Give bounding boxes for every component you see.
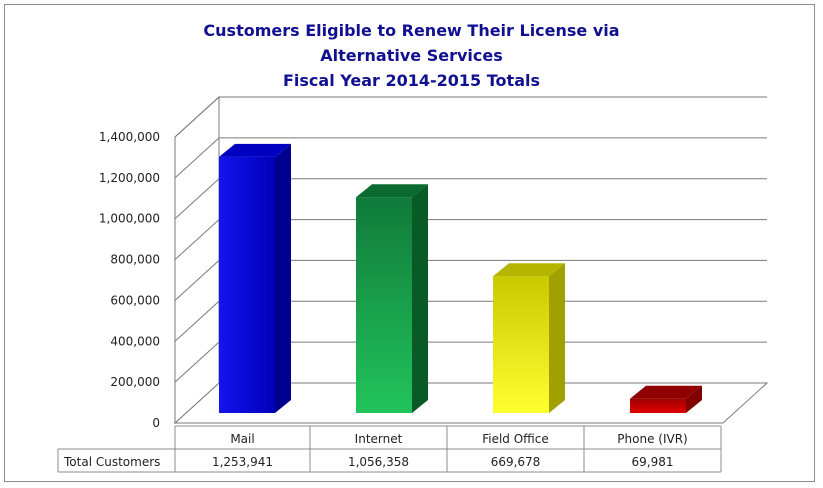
bar-top [630, 385, 702, 399]
bar-top [356, 184, 428, 198]
bar-internet [356, 184, 428, 413]
bar-side [549, 263, 565, 413]
bar-side [412, 184, 428, 413]
bar-phone-ivr [630, 385, 702, 413]
bar-top [219, 143, 291, 157]
y-gridline [174, 137, 767, 179]
bar-front [630, 398, 686, 413]
y-tick-label: 0 [152, 416, 160, 430]
y-tick-label: 1,200,000 [99, 171, 160, 185]
table-row-label: Total Customers [63, 455, 160, 469]
chart-title: Customers Eligible to Renew Their Licens… [0, 18, 823, 93]
chart-title-line-1: Customers Eligible to Renew Their Licens… [203, 21, 620, 40]
chart-side-wall [174, 95, 220, 425]
x-category-label: Internet [355, 432, 403, 446]
bar-front [493, 276, 549, 413]
x-category-label: Mail [230, 432, 254, 446]
bar-front [219, 156, 275, 413]
bar-side [686, 385, 702, 413]
y-tick-label: 400,000 [110, 334, 160, 348]
y-tick-label: 200,000 [110, 375, 160, 389]
x-category-label: Field Office [482, 432, 549, 446]
chart-title-line-3: Fiscal Year 2014-2015 Totals [282, 71, 540, 90]
bar-front [356, 197, 412, 413]
table-value-cell: 1,253,941 [212, 455, 273, 469]
table-value-cell: 669,678 [491, 455, 541, 469]
table-value-cell: 69,981 [632, 455, 674, 469]
x-category-label: Phone (IVR) [617, 432, 687, 446]
y-tick-label: 1,400,000 [99, 130, 160, 144]
y-gridline [174, 96, 767, 138]
y-tick-label: 1,000,000 [99, 212, 160, 226]
chart-title-line-2: Alternative Services [320, 46, 503, 65]
bar-side [275, 143, 291, 413]
table-value-cell: 1,056,358 [348, 455, 409, 469]
bar-top [493, 263, 565, 277]
y-tick-label: 800,000 [110, 253, 160, 267]
bar-mail [219, 143, 291, 413]
bar-field-office [493, 263, 565, 413]
y-tick-label: 600,000 [110, 293, 160, 307]
